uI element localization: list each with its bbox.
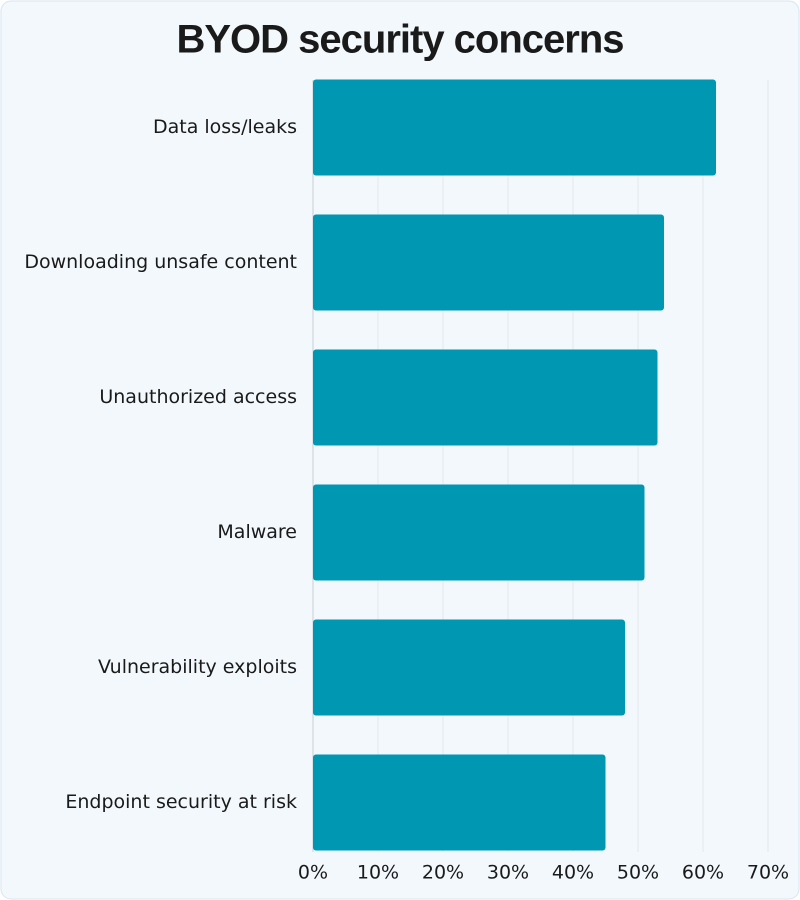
bar [313, 349, 658, 446]
y-tick-label: Unauthorized access [99, 386, 297, 408]
bar [313, 754, 606, 851]
x-tick-label: 40% [552, 862, 594, 884]
bar [313, 484, 645, 581]
bar [313, 79, 716, 176]
y-tick-label: Vulnerability exploits [98, 656, 297, 678]
bar [313, 619, 625, 716]
x-tick-label: 60% [682, 862, 724, 884]
y-tick-label: Malware [217, 521, 297, 543]
y-tick-label: Downloading unsafe content [24, 251, 297, 273]
x-tick-label: 10% [357, 862, 399, 884]
y-tick-label: Data loss/leaks [153, 116, 297, 138]
y-tick-label: Endpoint security at risk [65, 791, 297, 813]
x-tick-label: 20% [422, 862, 464, 884]
x-tick-label: 50% [617, 862, 659, 884]
bar [313, 214, 664, 311]
x-tick-label: 0% [298, 862, 328, 884]
x-tick-label: 30% [487, 862, 529, 884]
chart-title: BYOD security concerns [176, 18, 623, 62]
x-tick-label: 70% [747, 862, 789, 884]
